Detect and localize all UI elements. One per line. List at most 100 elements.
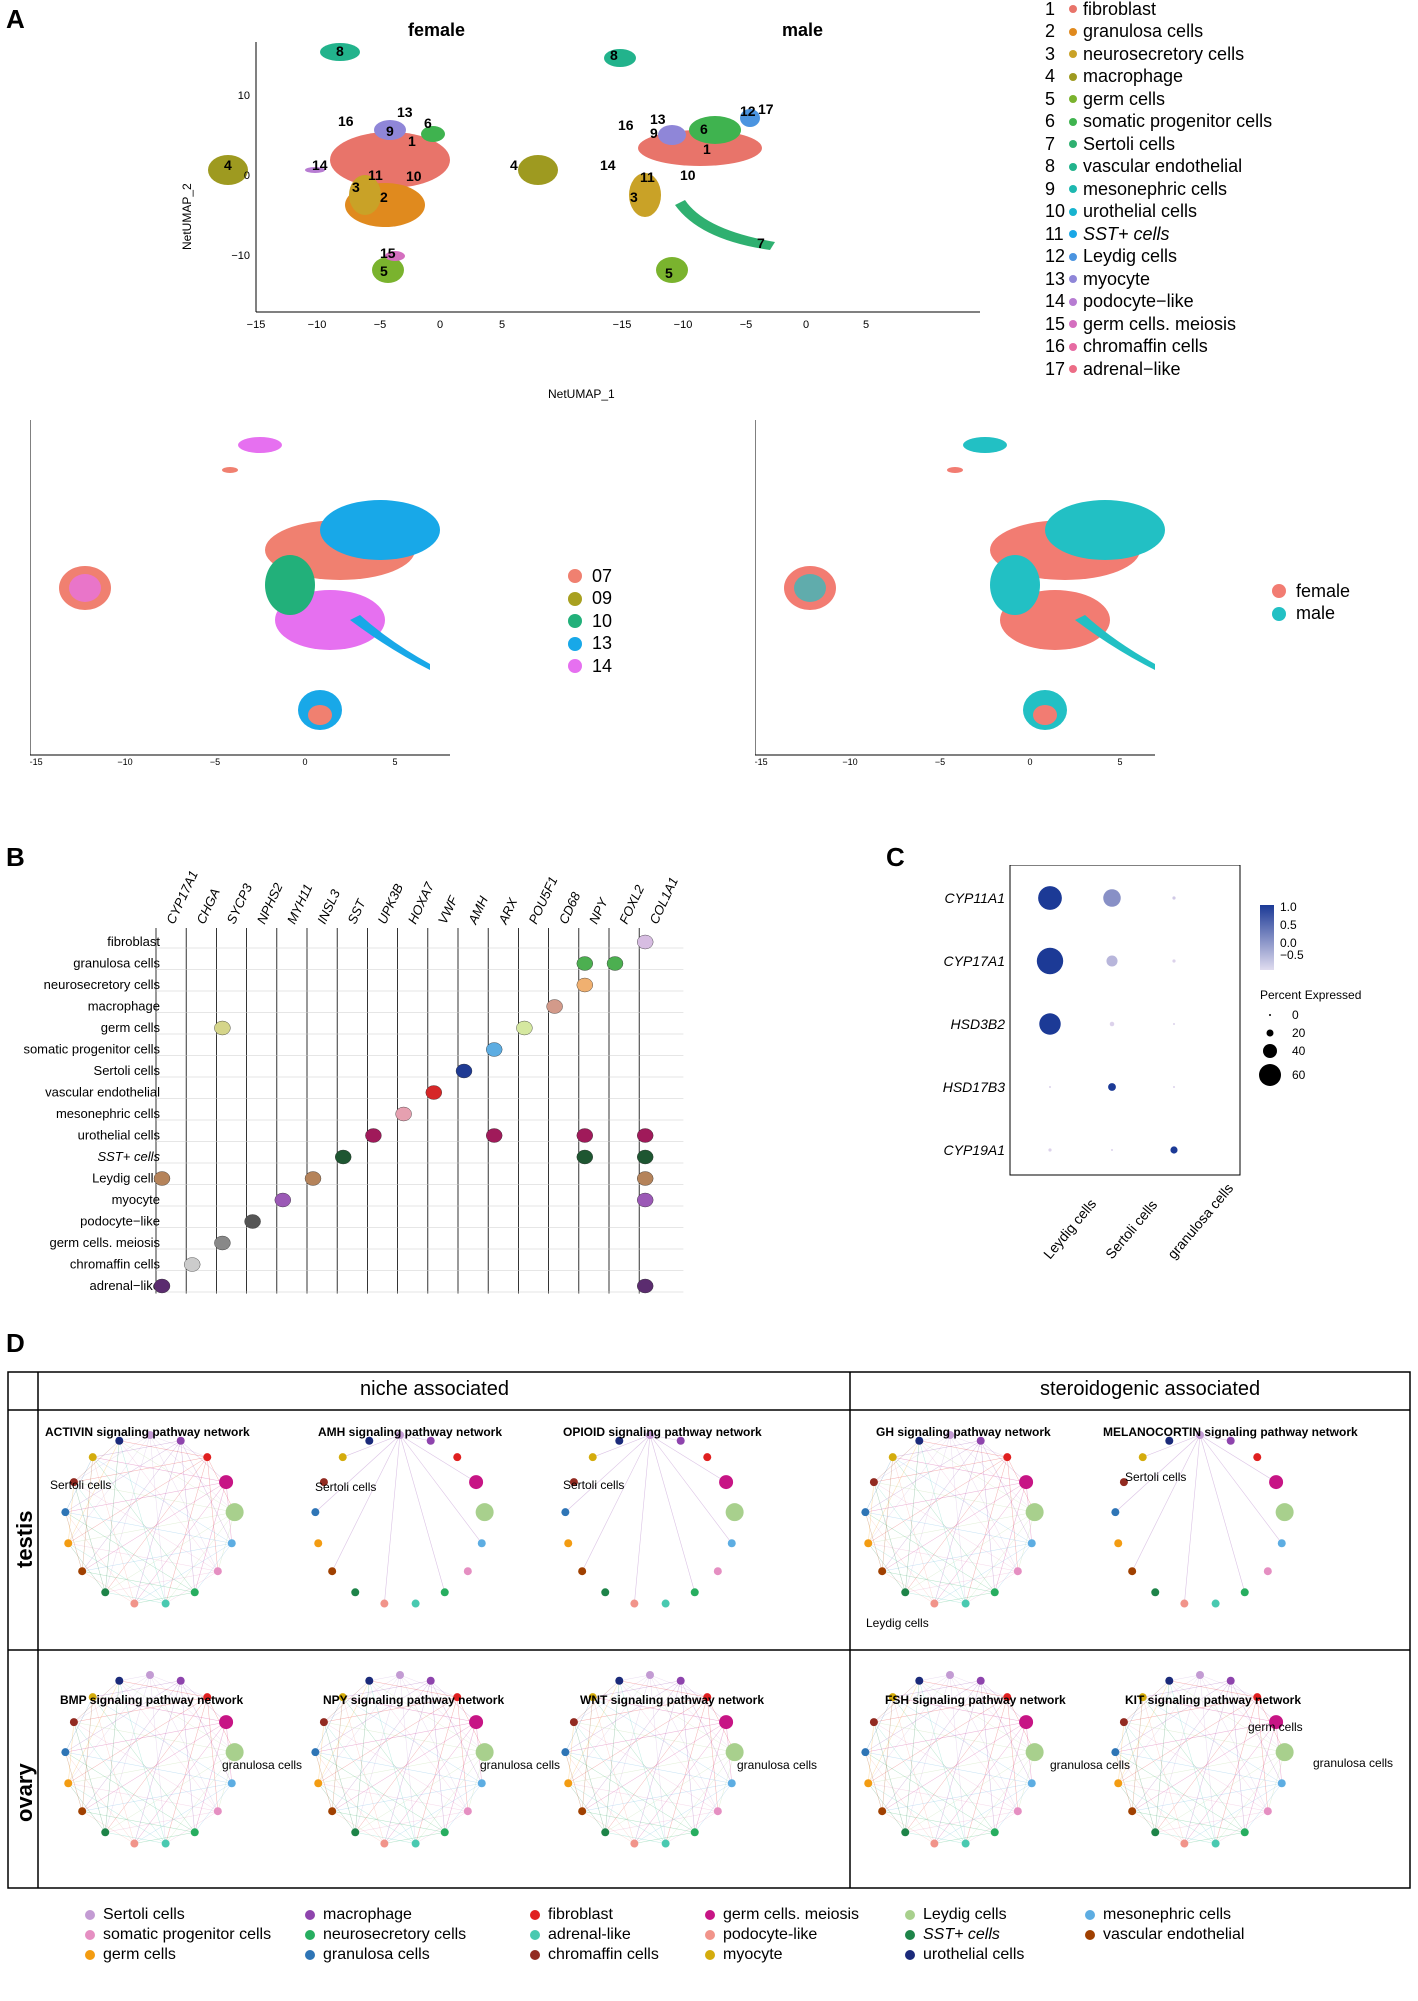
legend-num: 8 <box>1045 156 1056 177</box>
violin-gene-label: FOXL2 <box>616 882 647 926</box>
female-cluster-macrophage <box>208 155 248 185</box>
network-node <box>1180 1839 1189 1848</box>
network-node <box>463 1567 472 1576</box>
network-node <box>463 1807 472 1816</box>
legend-label: germ cells <box>103 1946 176 1963</box>
legend-label: macrophage <box>323 1906 412 1923</box>
legend-label: 10 <box>592 610 613 631</box>
network-circle <box>561 1671 744 1848</box>
dot-gene-label: CYP17A1 <box>944 953 1005 969</box>
a-xtick: −15 <box>247 319 266 331</box>
legend-dot-icon <box>1069 185 1077 194</box>
violin-cell-label: Leydig cells <box>92 1171 160 1186</box>
legend-num: 12 <box>1045 246 1066 267</box>
network-node <box>1240 1588 1249 1597</box>
female-cluster-podocyte <box>305 167 325 173</box>
network-node <box>878 1567 887 1576</box>
violin-cell-label: mesonephric cells <box>56 1106 161 1121</box>
panel-letter-c: C <box>886 842 905 872</box>
network-legend-item: neurosecretory cells <box>305 1926 530 1944</box>
network-node <box>213 1567 222 1576</box>
network-node-label: germ cells <box>1248 1720 1303 1734</box>
legend-dot-icon <box>85 1950 95 1960</box>
network-node <box>1111 1748 1120 1757</box>
network-circle <box>1111 1671 1294 1848</box>
violin-shape <box>365 1128 382 1143</box>
legend-label: 13 <box>592 633 613 654</box>
network-legend-item: Sertoli cells <box>85 1906 305 1924</box>
network-node <box>1114 1779 1123 1788</box>
network-node <box>1151 1828 1160 1837</box>
network-node <box>469 1715 484 1730</box>
a-xtick: −5 <box>374 319 387 331</box>
network-title: ACTIVIN signaling pathway network <box>45 1425 250 1439</box>
network-legend-item: mesonephric cells <box>1085 1906 1265 1924</box>
legend-item: 7 Sertoli cells <box>1045 133 1272 156</box>
violin-cell-label: adrenal−like <box>90 1278 160 1293</box>
network-node <box>365 1436 374 1445</box>
network-node <box>961 1599 970 1608</box>
network-node <box>1128 1807 1137 1816</box>
violin-shape <box>637 1171 654 1186</box>
dot-mark <box>1039 1013 1061 1035</box>
legend-label: male <box>1296 603 1336 624</box>
legend-item: 16 chromaffin cells <box>1045 336 1272 359</box>
network-title: GH signaling pathway network <box>876 1425 1051 1439</box>
legend-item: male <box>1272 603 1350 626</box>
violin-cell-label: SST+ cells <box>98 1149 161 1164</box>
legend-num: 13 <box>1045 268 1066 289</box>
network-node <box>878 1807 887 1816</box>
network-node <box>328 1567 337 1576</box>
network-node <box>1138 1453 1147 1462</box>
violin-gene-label: AMH <box>465 893 491 927</box>
network-node <box>588 1453 597 1462</box>
pct-legend-label: 40 <box>1292 1044 1306 1058</box>
network-node <box>601 1828 610 1837</box>
network-title: BMP signaling pathway network <box>60 1693 244 1707</box>
network-legend-item: myocyte <box>705 1946 905 1964</box>
color-bar-label: 1.0 <box>1280 900 1297 914</box>
legend-label: mesonephric cells <box>1083 178 1228 199</box>
network-node <box>901 1828 910 1837</box>
female-cluster-label: 10 <box>406 168 422 184</box>
male-cluster-label: 5 <box>665 265 673 281</box>
a-xtick: −15 <box>613 319 632 331</box>
violin-shape <box>304 1171 322 1186</box>
legend-label: myocyte <box>1083 268 1151 289</box>
network-node <box>615 1676 624 1685</box>
network-node <box>78 1567 87 1576</box>
legend-label: granulosa cells <box>1083 21 1204 42</box>
network-node <box>1019 1475 1034 1490</box>
female-cluster-neurosecretory <box>349 175 381 215</box>
male-title: male <box>782 20 824 40</box>
legend-dot-icon <box>1272 584 1286 599</box>
legend-label: mesonephric cells <box>1103 1906 1232 1923</box>
network-node <box>1138 1693 1147 1702</box>
violin-cell-label: urothelial cells <box>78 1128 161 1143</box>
male-cluster-vascular <box>604 49 636 67</box>
female-cluster-vascular <box>320 43 360 61</box>
legend-num: 5 <box>1045 88 1056 109</box>
violin-gene-label: INSL3 <box>314 886 343 926</box>
network-node <box>661 1599 670 1608</box>
network-circle <box>861 1431 1044 1608</box>
female-cluster-label: 16 <box>338 113 354 129</box>
network-circle <box>1111 1431 1294 1608</box>
sex-xtick: −10 <box>842 757 857 765</box>
network-node <box>176 1436 185 1445</box>
network-node-label: granulosa cells <box>1313 1756 1394 1770</box>
network-node <box>1277 1539 1286 1548</box>
pct-legend-label: 0 <box>1292 1008 1299 1022</box>
legend-label: SST+ cells <box>1083 223 1170 244</box>
network-node <box>1151 1588 1160 1597</box>
network-node <box>961 1839 970 1848</box>
a-xtick: 0 <box>437 319 443 331</box>
network-node <box>380 1599 389 1608</box>
legend-num: 10 <box>1045 201 1066 222</box>
network-node-label: Sertoli cells <box>315 1480 377 1494</box>
violin-shape <box>576 977 593 993</box>
legend-item: 17 adrenal−like <box>1045 358 1272 381</box>
female-cluster-label: 14 <box>312 157 328 173</box>
legend-dot-icon <box>1069 27 1077 36</box>
